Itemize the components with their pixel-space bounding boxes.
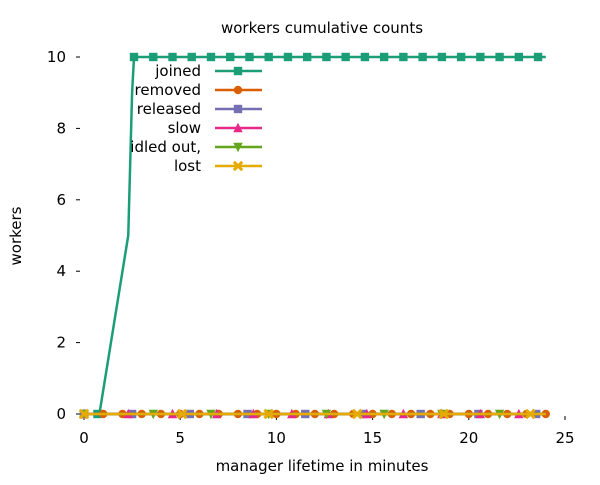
data-point-joined (302, 52, 312, 62)
x-tick-label: 5 (175, 429, 185, 447)
legend-label: released (137, 100, 201, 118)
y-tick-label: 2 (56, 334, 66, 352)
legend-item-idled-out: idled out, (130, 138, 262, 156)
legend-item-removed: removed (135, 81, 262, 99)
data-point-joined (533, 52, 543, 62)
legend-item-slow: slow (168, 119, 262, 137)
data-point-lost (438, 408, 450, 420)
x-tick-label: 20 (459, 429, 478, 447)
plot-series (78, 52, 550, 420)
y-tick-label: 0 (56, 405, 66, 423)
series-lost (78, 408, 546, 420)
data-point-lost (263, 408, 274, 420)
x-tick-label: 15 (363, 429, 382, 447)
data-point-joined (476, 52, 485, 62)
legend-marker (233, 66, 243, 76)
data-point-joined (322, 52, 331, 62)
data-point-joined (437, 52, 447, 62)
legend-marker (232, 160, 244, 172)
legend-item-joined: joined (154, 62, 262, 80)
data-point-lost (176, 408, 188, 420)
data-point-joined (283, 52, 293, 62)
x-tick-label: 0 (79, 429, 89, 447)
data-point-joined (168, 52, 177, 62)
legend-marker (233, 122, 243, 133)
data-point-joined (226, 52, 235, 62)
data-point-joined (129, 52, 139, 62)
data-point-joined (206, 52, 216, 62)
legend-marker (233, 142, 243, 153)
y-tick-label: 4 (56, 262, 66, 280)
y-tick-label: 6 (56, 191, 66, 209)
legend-item-lost: lost (174, 157, 262, 175)
data-point-joined (187, 52, 196, 62)
data-point-joined (495, 52, 504, 62)
data-point-joined (341, 52, 350, 62)
data-point-joined (245, 52, 254, 62)
data-point-lost (525, 408, 536, 420)
legend-marker (233, 104, 243, 114)
legend-item-released: released (137, 100, 262, 118)
data-point-joined (399, 52, 408, 62)
chart-title: workers cumulative counts (221, 19, 423, 37)
y-axis-label: workers (7, 206, 25, 265)
axes: 0 5 10 15 20 25 0 2 4 6 8 10 (47, 48, 575, 447)
data-point-joined (514, 52, 524, 62)
legend-label: idled out, (130, 138, 201, 156)
data-point-joined (456, 52, 466, 62)
legend-label: joined (154, 62, 201, 80)
legend-label: slow (168, 119, 201, 137)
legend-marker (233, 85, 243, 95)
legend-label: lost (174, 157, 201, 175)
data-point-joined (418, 52, 427, 62)
y-tick-label: 8 (56, 119, 66, 137)
data-point-joined (264, 52, 273, 62)
data-point-joined (360, 52, 370, 62)
data-point-lost (351, 408, 363, 420)
x-tick-label: 25 (555, 429, 574, 447)
x-tick-label: 10 (267, 429, 286, 447)
data-point-lost (78, 408, 90, 420)
x-axis-label: manager lifetime in minutes (216, 457, 429, 475)
y-tick-label: 10 (47, 48, 66, 66)
data-point-joined (149, 52, 158, 62)
data-point-joined (379, 52, 389, 62)
legend-label: removed (135, 81, 201, 99)
